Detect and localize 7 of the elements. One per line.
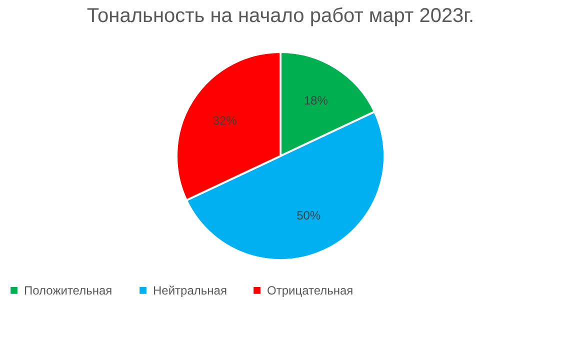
legend-label: Нейтральная bbox=[153, 283, 227, 298]
data-label: 50% bbox=[296, 208, 321, 223]
legend-label: Отрицательная bbox=[267, 283, 354, 298]
data-label: 32% bbox=[212, 114, 238, 128]
data-label: 18% bbox=[304, 93, 328, 108]
legend-label: Положительная bbox=[24, 283, 112, 298]
chart-title: Тональность на начало работ март 2023г. bbox=[86, 5, 474, 27]
